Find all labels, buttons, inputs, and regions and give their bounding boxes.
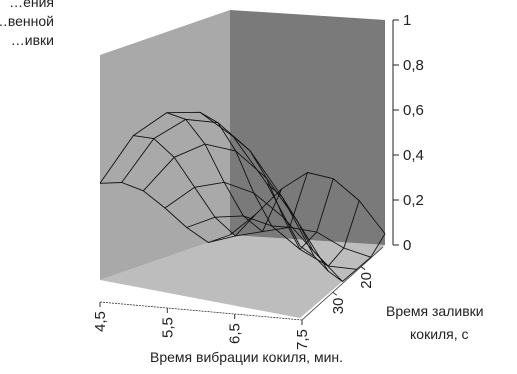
mesh-line-col	[299, 233, 386, 283]
x-axis-label: Время вибрации кокиля, мин.	[150, 349, 344, 365]
y-axis-line	[301, 246, 384, 321]
surface-mesh	[99, 111, 386, 283]
z-tick-label: 0	[403, 237, 411, 254]
y-tick	[332, 291, 338, 296]
z-tick-label: 0,6	[403, 102, 424, 119]
x-tick-label: 6,5	[227, 323, 244, 344]
x-tick-label: 4,5	[92, 311, 109, 332]
mesh-line-col	[133, 135, 257, 237]
mesh-line-col	[166, 112, 283, 233]
x-tick-label: 7,5	[294, 329, 311, 350]
z-tick-label: 0,8	[403, 57, 424, 74]
mesh-line-col	[266, 183, 360, 267]
z-axis: 0 0,2 0,4 0,6 0,8 1	[392, 12, 424, 254]
x-tick-label: 5,5	[159, 317, 176, 338]
x-axis-line	[99, 301, 303, 321]
z-tick-label: 0,4	[403, 147, 424, 164]
chart-left-wall	[100, 10, 230, 280]
y-tick-label: 20	[358, 272, 375, 289]
z-tick-label: 1	[403, 12, 411, 29]
mesh-line-col	[199, 111, 308, 228]
z-axis-label-line-3: …ивки	[10, 32, 54, 48]
z-axis-label-line-2: …венной	[0, 13, 54, 29]
depth-axis-label-line-1: Время заливки	[386, 303, 484, 319]
mesh-line-col	[99, 182, 231, 243]
x-axis: 4,5 5,5 6,5 7,5	[92, 301, 311, 350]
y-tick-label: 30	[330, 298, 347, 315]
y-tick	[360, 266, 366, 271]
depth-axis-label-line-2: кокиля, с	[410, 326, 469, 342]
chart-right-wall	[230, 10, 385, 245]
z-axis-label-line-1: …ения	[9, 0, 54, 10]
z-tick-label: 0,2	[403, 192, 424, 209]
mesh-line-col	[233, 136, 334, 251]
